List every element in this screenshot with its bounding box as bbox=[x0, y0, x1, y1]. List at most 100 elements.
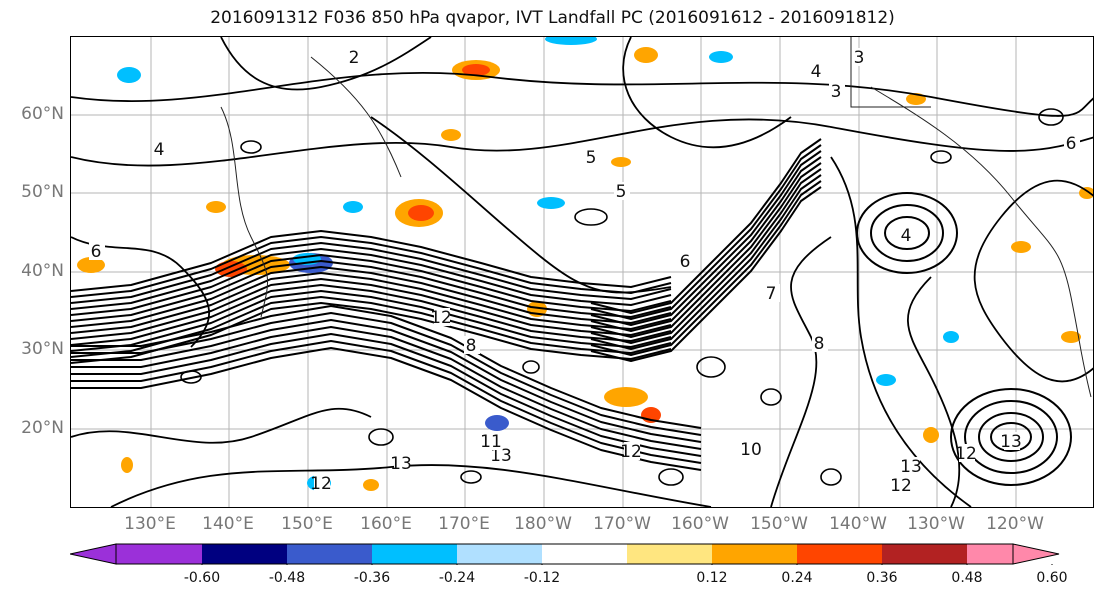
contour-line bbox=[590, 186, 822, 362]
contour-line bbox=[770, 236, 832, 507]
contour-label: 3 bbox=[831, 82, 842, 102]
colorbar-segment bbox=[116, 544, 202, 564]
contour-line bbox=[950, 388, 1072, 486]
longitude-label: 130°E bbox=[124, 514, 176, 534]
contour-label: 11 bbox=[480, 432, 502, 452]
contour-label: 5 bbox=[616, 182, 627, 202]
contour-label-bg bbox=[394, 454, 410, 472]
contour-line bbox=[820, 468, 842, 486]
contour-line bbox=[240, 140, 262, 154]
contour-line bbox=[110, 464, 712, 507]
coastline bbox=[310, 56, 402, 178]
contour-label-bg bbox=[812, 334, 828, 352]
contour-line bbox=[71, 284, 672, 346]
contour-line bbox=[460, 470, 482, 484]
colorbar-tick-label: -0.48 bbox=[268, 570, 306, 586]
colorbar-extend-min bbox=[70, 543, 117, 565]
anomaly-patch bbox=[215, 261, 247, 277]
colorbar-tick-label: 0.36 bbox=[866, 570, 898, 586]
contour-label: 7 bbox=[766, 284, 777, 304]
contour-label: 12 bbox=[890, 476, 912, 496]
anomaly-patch bbox=[206, 201, 226, 213]
longitude-label: 120°W bbox=[986, 514, 1044, 534]
colorbar bbox=[70, 543, 1060, 565]
contour-label-bg bbox=[899, 226, 915, 244]
contour-label: 13 bbox=[900, 457, 922, 477]
contour-label: 13 bbox=[390, 454, 412, 474]
colorbar-outline bbox=[115, 543, 1014, 565]
longitude-label: 160°W bbox=[671, 514, 729, 534]
coastline bbox=[850, 37, 931, 108]
contour-label: 13 bbox=[1000, 432, 1022, 452]
colorbar-tick-label: -0.60 bbox=[183, 570, 221, 586]
contour-label: 6 bbox=[1066, 134, 1077, 154]
latitude-label: 20°N bbox=[21, 418, 64, 438]
contour-label: 4 bbox=[901, 226, 912, 246]
contour-line bbox=[71, 333, 702, 457]
contour-label: 12 bbox=[955, 444, 977, 464]
contour-line bbox=[71, 296, 672, 358]
contour-line bbox=[180, 370, 202, 384]
latitude-label: 30°N bbox=[21, 339, 64, 359]
contour-line bbox=[907, 276, 961, 507]
contour-label: 4 bbox=[811, 62, 822, 82]
contour-label: 12 bbox=[310, 474, 332, 494]
contour-label-bg bbox=[904, 457, 920, 475]
colorbar-segment bbox=[627, 544, 712, 564]
contour-line bbox=[71, 254, 672, 316]
contour-line bbox=[590, 156, 822, 332]
contour-line bbox=[696, 356, 726, 378]
contour-line bbox=[964, 400, 1058, 474]
contour-label-bg bbox=[494, 446, 510, 464]
anomaly-patch bbox=[709, 51, 733, 63]
contour-line bbox=[590, 180, 822, 356]
colorbar-tick-label: 0.48 bbox=[951, 570, 983, 586]
contour-line bbox=[71, 266, 672, 328]
contour-label: 4 bbox=[154, 140, 165, 160]
contour-line bbox=[760, 388, 782, 406]
anomaly-patch bbox=[604, 387, 648, 407]
colorbar-tick-label: 0.60 bbox=[1036, 570, 1068, 586]
colorbar-segment bbox=[967, 544, 1013, 564]
contour-line bbox=[71, 347, 702, 471]
anomaly-patch bbox=[545, 37, 597, 45]
contour-line bbox=[590, 138, 822, 314]
contour-label-bg bbox=[764, 284, 780, 302]
contour-line bbox=[71, 242, 672, 304]
anomaly-patch bbox=[611, 157, 631, 167]
contour-line bbox=[71, 260, 672, 322]
colorbar-extend-max bbox=[1012, 543, 1060, 565]
latitude-label: 50°N bbox=[21, 182, 64, 202]
anomaly-patch bbox=[876, 374, 896, 386]
contour-line bbox=[71, 340, 702, 464]
anomaly-patch bbox=[117, 67, 141, 83]
contour-label: 2 bbox=[349, 48, 360, 68]
contour-label-bg bbox=[614, 182, 630, 200]
longitude-label: 150°W bbox=[750, 514, 808, 534]
coastline bbox=[220, 106, 269, 318]
colorbar-tick-label: -0.36 bbox=[353, 570, 391, 586]
latitude-label: 40°N bbox=[21, 261, 64, 281]
colorbar-segment bbox=[287, 544, 372, 564]
colorbar-segment bbox=[712, 544, 797, 564]
contour-line bbox=[71, 230, 672, 292]
contour-label: 8 bbox=[814, 334, 825, 354]
contour-label: 3 bbox=[854, 48, 865, 68]
contour-line bbox=[370, 116, 672, 294]
anomaly-patch bbox=[77, 257, 105, 273]
anomaly-patch bbox=[537, 197, 565, 209]
colorbar-segment bbox=[797, 544, 882, 564]
anomaly-patch bbox=[121, 457, 133, 473]
contour-label: 6 bbox=[680, 252, 691, 272]
contour-label: 13 bbox=[490, 446, 512, 466]
contour-line bbox=[71, 305, 702, 429]
contour-line bbox=[590, 150, 822, 326]
contour-label-bg bbox=[484, 432, 500, 450]
contour-label-bg bbox=[434, 308, 450, 326]
colorbar-segment bbox=[542, 544, 627, 564]
colorbar-tick-label: -0.12 bbox=[523, 570, 561, 586]
contour-line bbox=[930, 150, 952, 164]
contour-line bbox=[71, 407, 372, 444]
coastlines bbox=[220, 37, 1092, 398]
colorbar-tick-label: 0.12 bbox=[696, 570, 728, 586]
